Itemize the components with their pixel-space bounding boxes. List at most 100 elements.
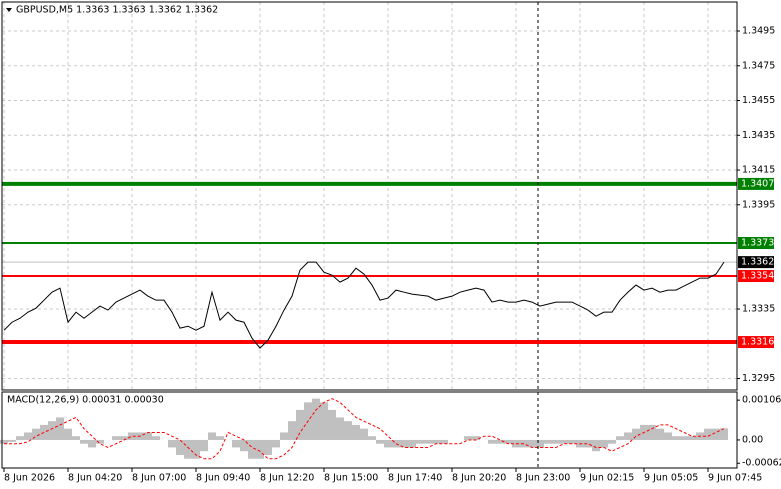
histogram-bar xyxy=(600,439,608,448)
histogram-bar xyxy=(336,417,344,440)
histogram-bar xyxy=(400,439,408,448)
histogram-bar xyxy=(256,439,264,459)
histogram-bar xyxy=(584,439,592,448)
histogram-bar xyxy=(80,439,88,444)
y-tick-label: 0.00106 xyxy=(742,395,781,406)
histogram-bar xyxy=(672,436,680,440)
histogram-bar xyxy=(440,439,448,444)
histogram-bar xyxy=(384,439,392,448)
histogram-bar xyxy=(368,436,376,440)
histogram-bar xyxy=(560,439,568,444)
histogram-bar xyxy=(688,436,696,440)
level-label: 1.3316 xyxy=(741,337,774,348)
y-tick-label: 1.3335 xyxy=(742,304,775,315)
histogram-bar xyxy=(320,402,328,440)
histogram-bar xyxy=(88,439,96,448)
x-tick-label: 8 Jun 15:00 xyxy=(324,473,378,484)
y-tick-label: 1.3435 xyxy=(742,130,775,141)
y-tick-label: 1.3415 xyxy=(742,165,775,176)
last-price-label: 1.3362 xyxy=(741,257,774,268)
histogram-bar xyxy=(240,439,248,452)
histogram-bar xyxy=(544,439,552,444)
histogram-bar xyxy=(112,436,120,440)
histogram-bar xyxy=(168,439,176,448)
histogram-bar xyxy=(472,436,480,440)
x-tick-label: 9 Jun 02:15 xyxy=(580,473,634,484)
histogram-bar xyxy=(264,439,272,455)
histogram-bar xyxy=(48,421,56,440)
x-tick-label: 8 Jun 23:00 xyxy=(516,473,570,484)
histogram-bar xyxy=(552,439,560,444)
histogram-bar xyxy=(720,428,728,440)
histogram-bar xyxy=(704,428,712,440)
x-tick-label: 8 Jun 09:40 xyxy=(196,473,250,484)
histogram-bar xyxy=(152,436,160,440)
histogram-bar xyxy=(200,439,208,452)
histogram-bar xyxy=(360,428,368,440)
histogram-bar xyxy=(464,436,472,440)
histogram-bar xyxy=(96,439,104,444)
menu-arrow xyxy=(6,8,12,12)
histogram-bar xyxy=(416,439,424,444)
histogram-bar xyxy=(520,439,528,448)
chart-title: GBPUSD,M5 1.3363 1.3363 1.3362 1.3362 xyxy=(16,5,218,16)
histogram-bar xyxy=(120,436,128,440)
histogram-bar xyxy=(8,439,16,442)
x-tick-label: 8 Jun 2026 xyxy=(4,473,55,484)
macd-title: MACD(12,26,9) 0.00031 0.00030 xyxy=(7,395,164,406)
histogram-bar xyxy=(648,424,656,440)
histogram-bar xyxy=(496,439,504,444)
histogram-bar xyxy=(64,428,72,440)
histogram-bar xyxy=(504,439,512,444)
histogram-bar xyxy=(144,432,152,440)
x-tick-label: 9 Jun 05:05 xyxy=(644,473,698,484)
y-tick-label: 1.3475 xyxy=(742,60,775,71)
histogram-bar xyxy=(232,439,240,448)
histogram-bar xyxy=(248,439,256,459)
histogram-bar xyxy=(272,439,280,448)
histogram-bar xyxy=(296,409,304,440)
level-label: 1.3407 xyxy=(741,178,774,189)
histogram-bar xyxy=(680,436,688,440)
level-label-bg xyxy=(738,270,774,283)
histogram-bar xyxy=(184,439,192,459)
histogram-bar xyxy=(208,432,216,440)
histogram-bar xyxy=(536,439,544,448)
level-label-bg xyxy=(738,237,774,250)
price-line xyxy=(3,261,725,349)
y-tick-label: -0.00062 xyxy=(742,458,781,469)
level-label: 1.3373 xyxy=(741,238,774,249)
histogram-bar xyxy=(632,428,640,440)
histogram-bar xyxy=(312,398,320,440)
histogram-bar xyxy=(344,421,352,440)
histogram-bar xyxy=(192,439,200,459)
histogram-bar xyxy=(176,439,184,455)
y-tick-label: 1.3495 xyxy=(742,26,775,37)
signal-line xyxy=(4,398,725,460)
histogram-bar xyxy=(568,439,576,444)
histogram-bar xyxy=(24,432,32,440)
x-tick-label: 8 Jun 17:40 xyxy=(388,473,442,484)
histogram-bar xyxy=(280,432,288,440)
histogram-bar xyxy=(488,439,496,444)
histogram-bar xyxy=(712,428,720,440)
plot xyxy=(0,181,737,460)
histogram-bar xyxy=(424,439,432,444)
histogram-bar xyxy=(352,424,360,440)
histogram-bar xyxy=(56,417,64,440)
histogram-bar xyxy=(664,432,672,440)
histogram-bar xyxy=(0,439,8,444)
histogram-bar xyxy=(128,432,136,440)
level-label-bg xyxy=(738,336,774,349)
macd-panel-frame xyxy=(1,391,738,469)
y-tick-label: 0.00 xyxy=(742,434,763,445)
grid xyxy=(2,2,737,390)
x-tick-label: 8 Jun 07:00 xyxy=(132,473,186,484)
y-tick-label: 1.3295 xyxy=(742,373,775,384)
histogram-bar xyxy=(592,439,600,452)
histogram-bar xyxy=(32,428,40,440)
histogram-bar xyxy=(16,436,24,440)
y-tick-label: 1.3455 xyxy=(742,95,775,106)
